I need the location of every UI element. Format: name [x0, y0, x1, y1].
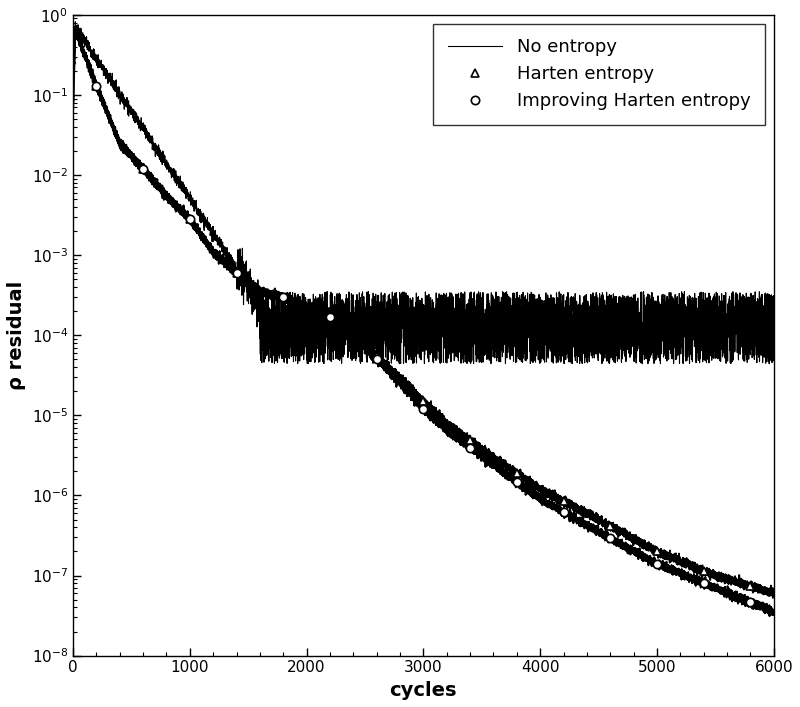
No entropy — [759, 352, 769, 361]
Harten entropy — [185, 215, 194, 223]
Line: Harten entropy: Harten entropy — [92, 81, 754, 590]
Improving Harten entropy — [372, 355, 382, 363]
X-axis label: cycles: cycles — [390, 681, 457, 700]
Improving Harten entropy — [91, 81, 101, 90]
Improving Harten entropy — [652, 559, 662, 568]
No entropy — [70, 18, 80, 26]
Line: Improving Harten entropy: Improving Harten entropy — [92, 81, 754, 607]
Improving Harten entropy — [278, 293, 288, 301]
Legend: No entropy, Harten entropy, Improving Harten entropy: No entropy, Harten entropy, Improving Ha… — [434, 24, 765, 124]
Harten entropy — [558, 497, 568, 506]
Improving Harten entropy — [138, 165, 148, 173]
Improving Harten entropy — [606, 534, 615, 542]
Improving Harten entropy — [185, 215, 194, 223]
Harten entropy — [232, 269, 242, 277]
Improving Harten entropy — [466, 443, 475, 452]
Harten entropy — [325, 312, 334, 321]
Harten entropy — [512, 469, 522, 477]
Harten entropy — [372, 352, 382, 361]
No entropy — [595, 289, 605, 298]
No entropy — [687, 332, 697, 340]
No entropy — [385, 318, 394, 327]
Harten entropy — [606, 522, 615, 530]
Harten entropy — [699, 566, 709, 575]
No entropy — [769, 353, 778, 361]
Improving Harten entropy — [699, 579, 709, 588]
Improving Harten entropy — [325, 312, 334, 321]
Harten entropy — [138, 165, 148, 173]
Harten entropy — [746, 582, 755, 590]
Harten entropy — [466, 436, 475, 445]
No entropy — [234, 265, 244, 274]
Harten entropy — [91, 81, 101, 90]
Harten entropy — [418, 397, 428, 405]
Harten entropy — [652, 547, 662, 556]
No entropy — [68, 115, 78, 123]
No entropy — [77, 31, 86, 40]
Harten entropy — [278, 293, 288, 301]
Improving Harten entropy — [558, 508, 568, 517]
Improving Harten entropy — [418, 404, 428, 413]
Improving Harten entropy — [746, 598, 755, 607]
Improving Harten entropy — [232, 269, 242, 277]
Line: No entropy: No entropy — [73, 22, 774, 363]
No entropy — [669, 359, 678, 368]
Improving Harten entropy — [512, 478, 522, 486]
Y-axis label: ρ residual: ρ residual — [7, 281, 26, 390]
